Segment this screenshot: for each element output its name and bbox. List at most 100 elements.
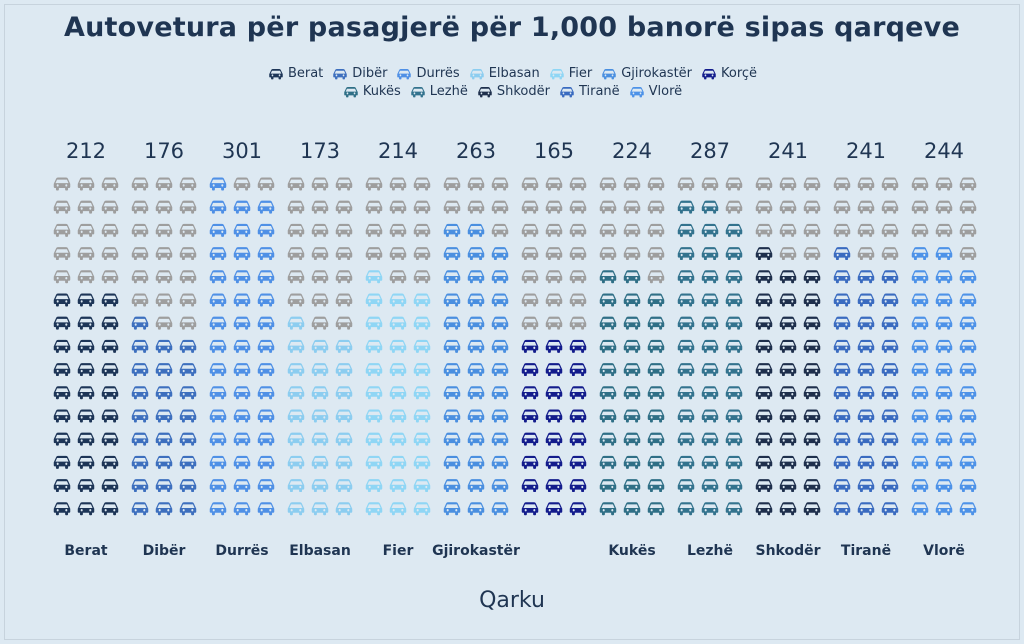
car-icon [623,455,641,469]
car-icon [389,409,407,423]
car-icon [335,200,353,214]
car-icon [803,432,821,446]
car-icon [209,316,227,330]
car-icon [935,502,953,516]
car-icon [311,409,329,423]
car-icon [155,247,173,261]
car-icon [389,479,407,493]
legend-label: Tiranë [578,84,620,99]
car-icon [881,502,899,516]
car-icon [602,68,616,79]
car-icon [677,432,695,446]
car-icon [647,293,665,307]
car-icon [560,86,574,97]
car-icon [413,479,431,493]
car-icon [569,479,587,493]
car-icon [365,247,383,261]
car-icon [467,339,485,353]
car-icon [833,409,851,423]
car-icon [701,247,719,261]
car-icon [491,316,509,330]
car-icon [647,479,665,493]
car-icon [467,363,485,377]
car-icon [413,200,431,214]
car-icon [725,409,743,423]
car-icon [599,177,617,191]
car-icon [257,247,275,261]
category-label: Vlorë [923,543,965,559]
car-icon [311,386,329,400]
car-icon [833,177,851,191]
car-icon [491,177,509,191]
car-icon [911,386,929,400]
car-icon [101,363,119,377]
car-icon [131,177,149,191]
bar-kukës [599,177,665,516]
bar-shkodër [755,177,821,516]
car-icon [467,432,485,446]
car-icon [677,247,695,261]
car-icon [131,247,149,261]
car-icon [365,200,383,214]
car-icon [77,200,95,214]
car-icon [209,502,227,516]
car-icon [155,200,173,214]
car-icon [803,479,821,493]
category-label: Kukës [608,543,655,559]
car-icon [413,502,431,516]
car-icon [911,339,929,353]
car-icon [959,316,977,330]
car-icon [335,223,353,237]
category-label: Gjirokastër [432,543,520,559]
car-icon [155,409,173,423]
car-icon [599,339,617,353]
car-icon [287,200,305,214]
car-icon [365,223,383,237]
value-label: 301 [222,139,262,163]
car-icon [209,223,227,237]
car-icon [647,409,665,423]
value-label: 244 [924,139,964,163]
car-icon [833,270,851,284]
car-icon [209,247,227,261]
car-icon [413,223,431,237]
car-icon [959,339,977,353]
car-icon [779,502,797,516]
category-label: Tiranë [841,543,891,559]
car-icon [803,200,821,214]
car-icon [779,386,797,400]
car-icon [647,502,665,516]
car-icon [365,502,383,516]
car-icon [443,293,461,307]
car-icon [233,200,251,214]
car-icon [881,363,899,377]
car-icon [491,386,509,400]
legend-label: Gjirokastër [621,66,693,81]
car-icon [179,386,197,400]
car-icon [333,68,348,79]
car-icon [155,455,173,469]
car-icon [545,177,563,191]
car-icon [77,432,95,446]
car-icon [467,479,485,493]
value-label: 287 [690,139,730,163]
car-icon [365,409,383,423]
car-icon [803,177,821,191]
car-icon [365,479,383,493]
car-icon [77,177,95,191]
car-icon [569,293,587,307]
car-icon [101,200,119,214]
car-icon [833,432,851,446]
car-icon [677,200,695,214]
car-icon [53,200,71,214]
car-icon [521,386,539,400]
car-icon [335,316,353,330]
car-icon [521,502,539,516]
car-icon [779,200,797,214]
car-icon [411,86,425,97]
car-icon [545,409,563,423]
car-icon [647,177,665,191]
car-icon [521,409,539,423]
x-axis-label: Qarku [479,588,545,613]
car-icon [911,502,929,516]
